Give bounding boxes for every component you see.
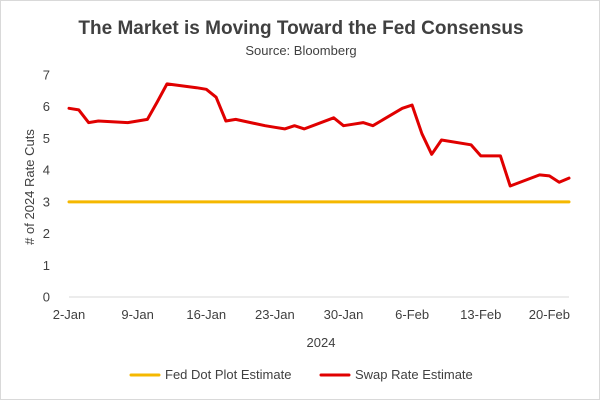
x-axis-ticks: 2-Jan 9-Jan 16-Jan 23-Jan 30-Jan 6-Feb 13-Feb 2… [53, 307, 570, 322]
x-tick-label: 2-Jan [53, 307, 86, 322]
series-line-swap-rate [67, 82, 571, 188]
y-axis-ticks: 0 1 2 3 4 5 6 7 [43, 68, 50, 305]
y-axis-label: # of 2024 Rate Cuts [22, 129, 37, 245]
y-tick-label: 7 [43, 68, 50, 83]
x-tick-label: 13-Feb [460, 307, 501, 322]
chart-title: The Market is Moving Toward the Fed Cons… [78, 18, 523, 39]
y-tick-label: 0 [43, 290, 50, 305]
x-tick-label: 30-Jan [324, 307, 364, 322]
x-tick-label: 20-Feb [529, 307, 570, 322]
x-tick-label: 9-Jan [121, 307, 154, 322]
y-tick-label: 4 [43, 163, 50, 178]
series-layer [67, 82, 571, 204]
y-tick-label: 2 [43, 226, 50, 241]
y-tick-label: 3 [43, 194, 50, 209]
x-tick-label: 23-Jan [255, 307, 295, 322]
y-tick-label: 5 [43, 131, 50, 146]
legend: Fed Dot Plot Estimate Swap Rate Estimate [129, 367, 473, 382]
legend-label-swap-rate: Swap Rate Estimate [355, 367, 473, 382]
y-tick-label: 1 [43, 258, 50, 273]
x-tick-label: 16-Jan [186, 307, 226, 322]
chart-subtitle: Source: Bloomberg [245, 43, 356, 58]
x-axis-label: 2024 [307, 335, 336, 350]
legend-label-fed-dot-plot: Fed Dot Plot Estimate [165, 367, 291, 382]
x-tick-label: 6-Feb [395, 307, 429, 322]
y-tick-label: 6 [43, 99, 50, 114]
